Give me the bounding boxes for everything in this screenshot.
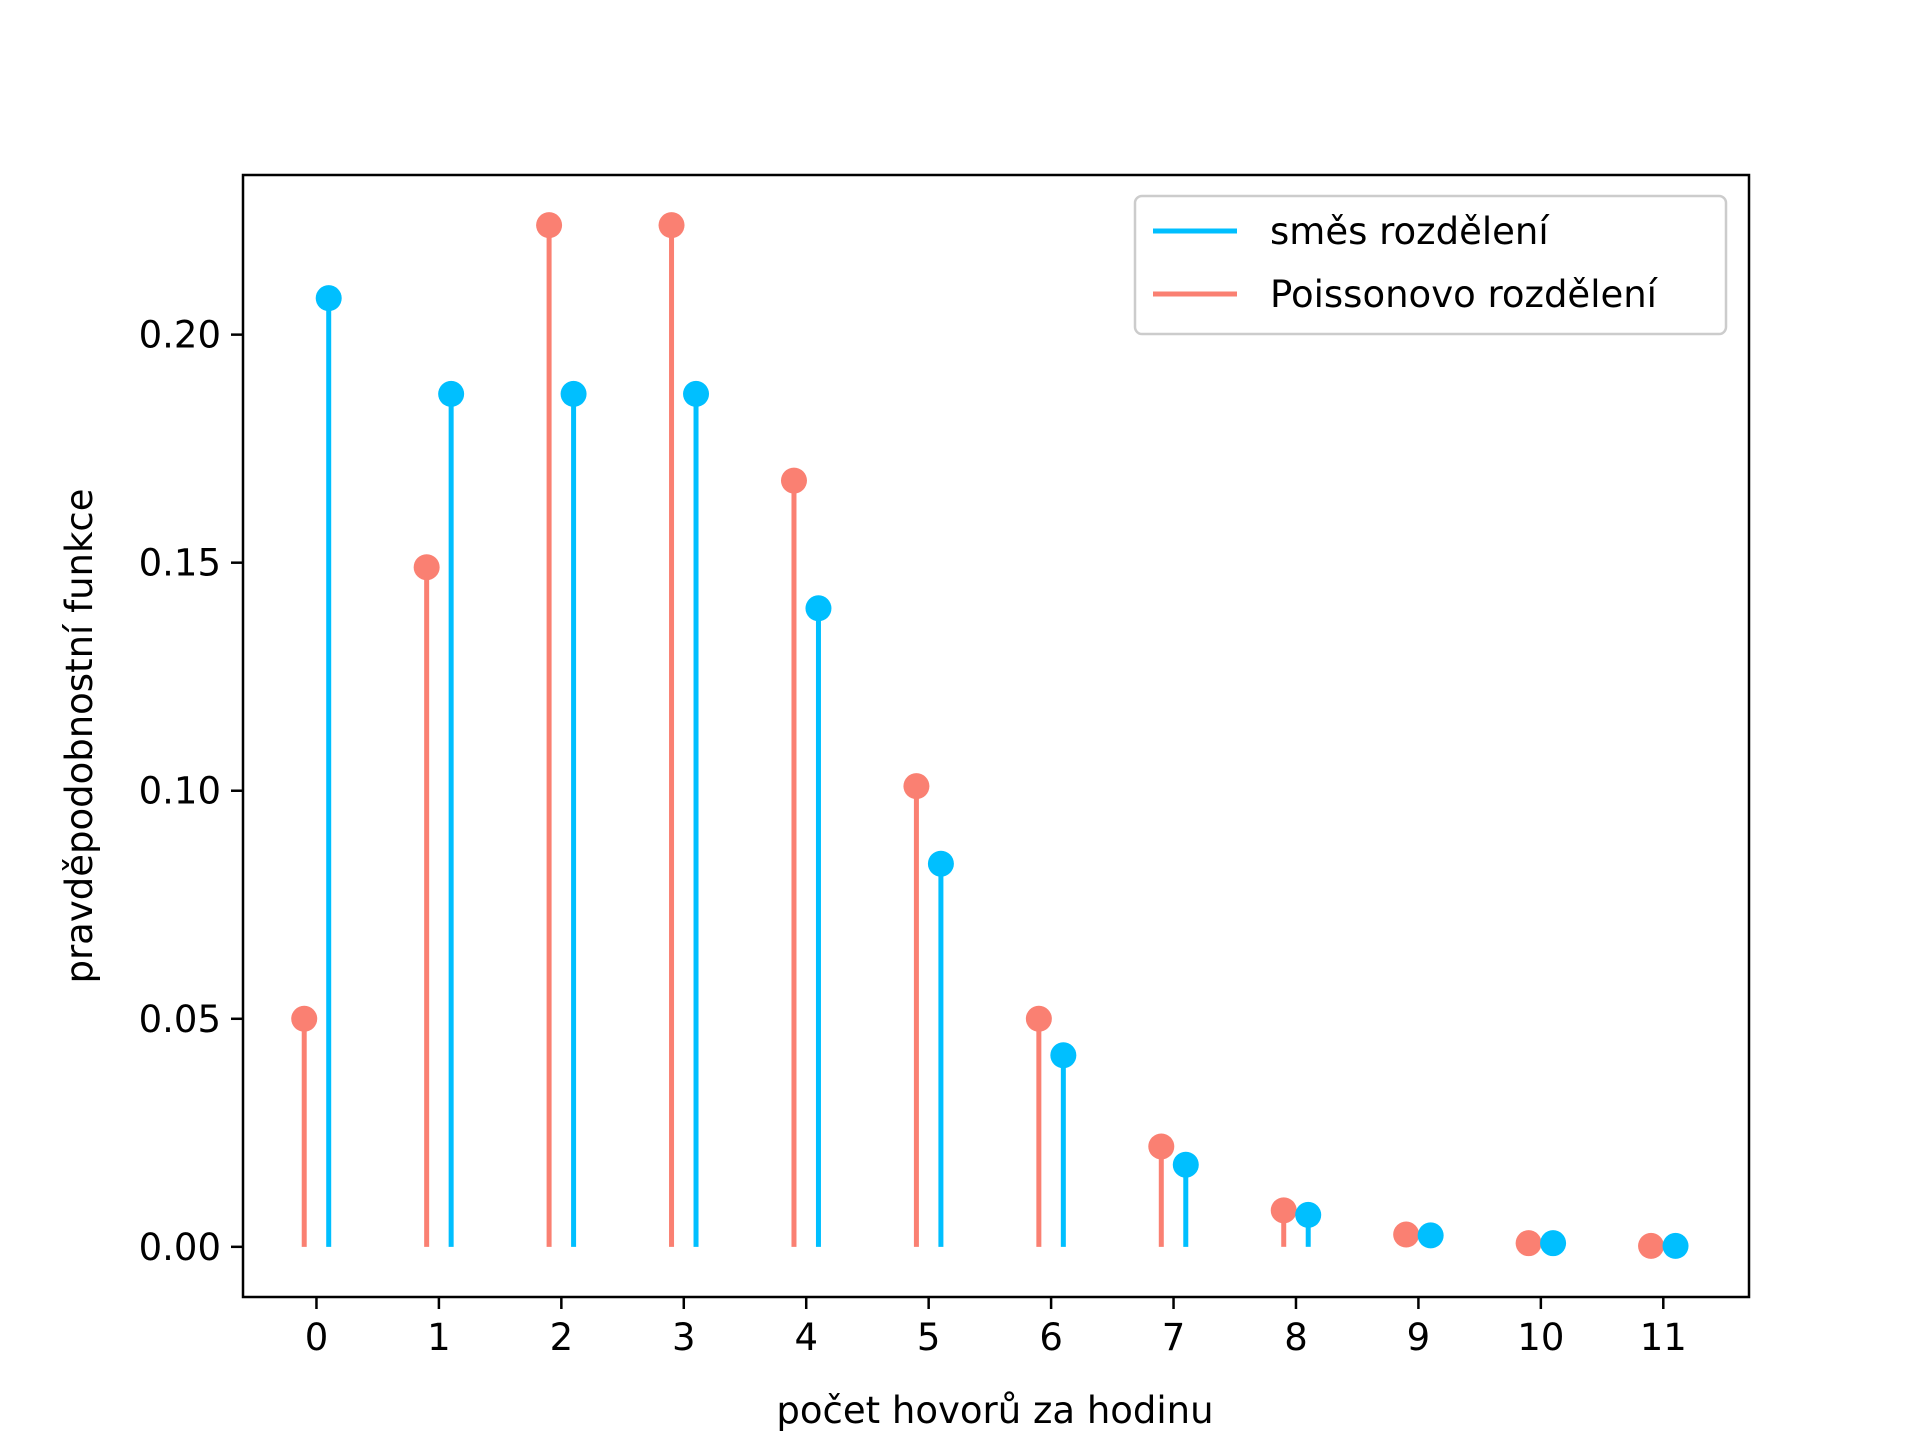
x-axis-label: počet hovorů za hodinu bbox=[776, 1389, 1213, 1432]
markers-layer bbox=[291, 212, 1689, 1259]
stem-marker bbox=[1025, 1005, 1052, 1032]
stem-marker bbox=[1662, 1232, 1689, 1259]
stem-marker bbox=[780, 467, 807, 494]
stem-marker bbox=[903, 773, 930, 800]
y-tick-label: 0.05 bbox=[139, 998, 221, 1041]
stem-marker bbox=[1638, 1232, 1665, 1259]
stem-marker bbox=[1515, 1230, 1542, 1257]
legend: směs rozdělení Poissonovo rozdělení bbox=[1133, 194, 1728, 336]
stem-marker bbox=[291, 1005, 318, 1032]
x-tick-label: 4 bbox=[794, 1316, 818, 1359]
x-tick-label: 3 bbox=[672, 1316, 696, 1359]
stem-marker bbox=[413, 554, 440, 581]
stem-marker bbox=[927, 850, 954, 877]
y-tick-label: 0.10 bbox=[139, 770, 221, 813]
stem-marker bbox=[1393, 1221, 1420, 1248]
x-tick-label: 0 bbox=[305, 1316, 329, 1359]
x-tick-label: 7 bbox=[1162, 1316, 1186, 1359]
y-axis: 0.00 0.05 0.10 0.15 0.20 bbox=[139, 314, 243, 1269]
stem-marker bbox=[1417, 1222, 1444, 1249]
stem-marker bbox=[536, 212, 563, 239]
stem-marker bbox=[805, 595, 832, 622]
x-tick-label: 2 bbox=[550, 1316, 574, 1359]
stem-marker bbox=[658, 212, 685, 239]
legend-label: směs rozdělení bbox=[1270, 210, 1550, 253]
x-tick-label: 5 bbox=[917, 1316, 941, 1359]
plot-frame bbox=[241, 173, 1751, 1299]
y-tick-label: 0.00 bbox=[139, 1226, 221, 1269]
y-tick-label: 0.20 bbox=[139, 314, 221, 357]
x-tick-label: 10 bbox=[1517, 1316, 1564, 1359]
x-axis: 0 1 2 3 4 5 6 7 8 9 10 11 bbox=[305, 1297, 1687, 1359]
x-tick-label: 1 bbox=[427, 1316, 451, 1359]
stem-marker bbox=[1295, 1201, 1322, 1228]
stems-layer bbox=[301, 225, 1679, 1247]
stem-marker bbox=[1050, 1042, 1077, 1069]
x-tick-label: 8 bbox=[1284, 1316, 1308, 1359]
legend-box bbox=[1133, 194, 1728, 336]
y-axis-label: pravděpodobnostní funkce bbox=[58, 488, 101, 983]
x-tick-label: 6 bbox=[1039, 1316, 1063, 1359]
stem-marker bbox=[1172, 1151, 1199, 1178]
legend-label: Poissonovo rozdělení bbox=[1270, 273, 1659, 316]
stem-marker bbox=[1270, 1197, 1297, 1224]
y-tick-label: 0.15 bbox=[139, 542, 221, 585]
stem-marker bbox=[315, 285, 342, 312]
stem-marker bbox=[438, 380, 465, 407]
x-tick-label: 9 bbox=[1407, 1316, 1431, 1359]
stem-marker bbox=[560, 380, 587, 407]
x-tick-label: 11 bbox=[1640, 1316, 1687, 1359]
stem-marker bbox=[1148, 1133, 1175, 1160]
stem-marker bbox=[683, 380, 710, 407]
stem-marker bbox=[1540, 1230, 1567, 1257]
